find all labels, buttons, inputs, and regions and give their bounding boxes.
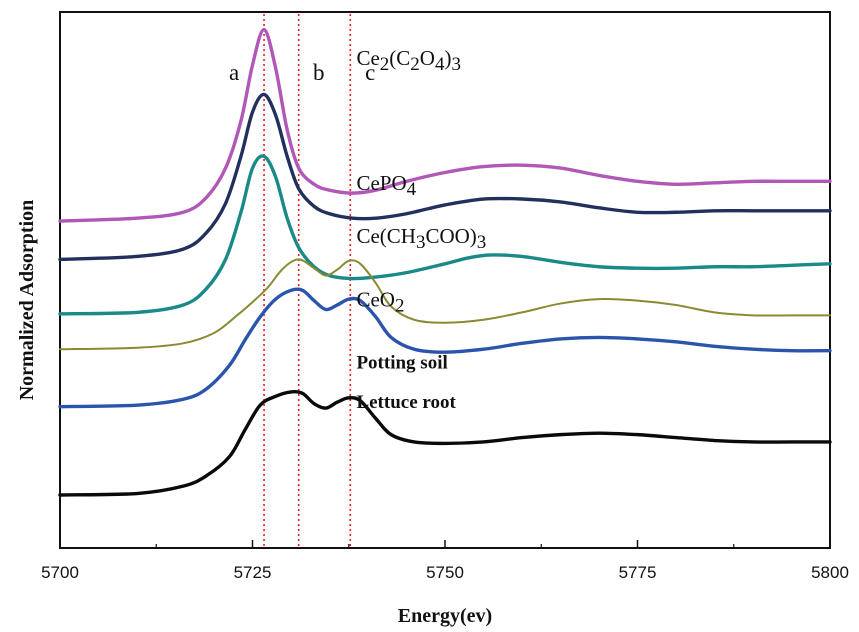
- peak-marker-b: b: [313, 60, 325, 85]
- series-label-4: CeO2​: [356, 288, 404, 317]
- plot-frame: [59, 11, 831, 549]
- series-label-5: Potting soil: [356, 352, 447, 373]
- series-label-1: Ce2​(C2​O4​)3​: [356, 46, 461, 75]
- x-axis-ticks: 5700 5725 5750 5775 5800: [41, 540, 849, 582]
- series-line-3: [58, 154, 832, 316]
- peak-marker-c: c: [365, 60, 375, 85]
- x-tick-label-5700: 5700: [41, 563, 79, 582]
- peak-marker-a: a: [229, 60, 239, 85]
- reference-lines: a b c: [229, 14, 375, 548]
- series-line-6: [58, 389, 832, 497]
- x-tick-label-5800: 5800: [811, 563, 849, 582]
- series-curves: [58, 27, 832, 497]
- series-labels: Ce2​(C2​O4​)3​ CePO4​ Ce(CH3​COO)3​ CeO2​ Po…: [356, 46, 486, 413]
- series-line-2: [58, 92, 832, 262]
- x-tick-label-5750: 5750: [426, 563, 464, 582]
- x-axis-title: Energy(ev): [398, 605, 492, 627]
- series-line-5: [58, 287, 832, 409]
- series-label-6: Lettuce root: [356, 392, 456, 413]
- x-tick-label-5725: 5725: [234, 563, 272, 582]
- series-line-1: [58, 27, 832, 223]
- x-tick-label-5775: 5775: [619, 563, 657, 582]
- y-axis-title: Normalized Adsorption: [16, 200, 38, 401]
- series-label-3: Ce(CH3​COO)3​: [356, 224, 486, 253]
- series-label-2: CePO4​: [356, 171, 416, 200]
- series-line-4: [59, 258, 831, 351]
